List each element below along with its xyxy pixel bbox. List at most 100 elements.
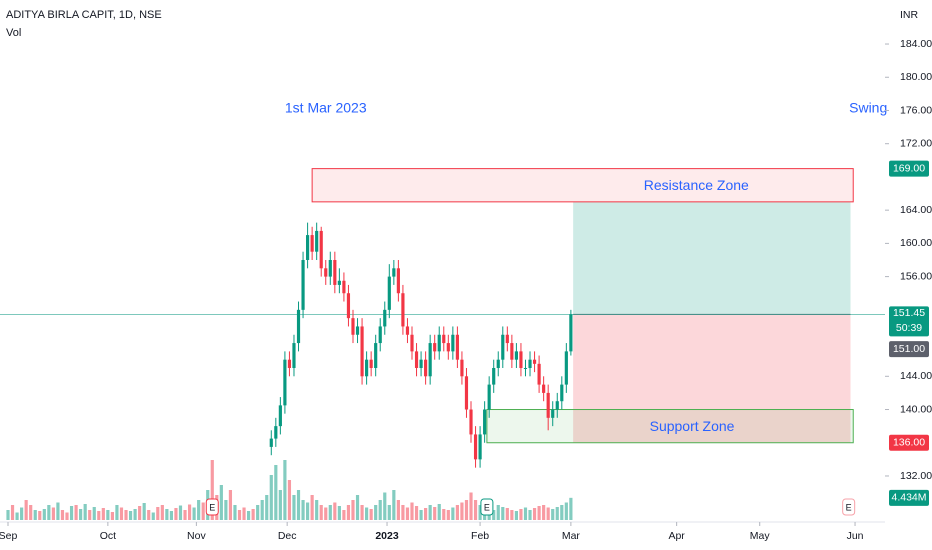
- candle-body: [424, 359, 428, 377]
- volume-bar: [501, 507, 505, 520]
- volume-bar: [555, 507, 559, 520]
- volume-bar: [242, 507, 246, 520]
- volume-bar: [101, 508, 105, 520]
- volume-bar: [29, 505, 33, 520]
- volume-bar: [514, 511, 518, 520]
- y-tick-label: 176.00: [900, 104, 932, 116]
- volume-bar: [156, 507, 160, 520]
- earnings-label: E: [209, 502, 215, 512]
- volume-bar: [33, 510, 37, 520]
- volume-bar: [401, 505, 405, 520]
- candle-body: [342, 280, 346, 294]
- y-tick-label: 132.00: [900, 470, 932, 482]
- candle-body: [374, 343, 378, 368]
- volume-bar: [532, 508, 537, 520]
- volume-bar: [274, 465, 278, 520]
- price-label: 151.00: [893, 343, 925, 355]
- candle-body: [451, 334, 455, 352]
- candle-body: [469, 409, 473, 435]
- volume-bar: [324, 507, 328, 520]
- candle-body: [460, 359, 464, 377]
- volume-bar: [455, 505, 459, 520]
- price-label-box: [889, 160, 929, 177]
- volume-bar: [278, 490, 282, 520]
- candle-body: [523, 367, 528, 369]
- y-tick-label: 172.00: [900, 137, 932, 149]
- volume-bar: [419, 510, 423, 520]
- volume-bar: [128, 511, 133, 520]
- candle-body: [496, 359, 500, 368]
- candle-body: [505, 334, 509, 344]
- volume-bar: [542, 505, 546, 520]
- volume-bar: [51, 507, 55, 520]
- x-tick-label: Sep: [0, 530, 17, 542]
- volume-bar: [365, 507, 369, 520]
- volume-bar: [183, 510, 187, 520]
- candle-body: [387, 276, 391, 310]
- candle-body: [442, 334, 446, 344]
- candle-body: [501, 334, 505, 360]
- volume-bar: [165, 509, 169, 520]
- volume-label: 4.434M: [891, 492, 926, 504]
- zone-label: Support Zone: [650, 418, 735, 434]
- candle-body: [292, 343, 296, 368]
- candle-body: [328, 260, 332, 277]
- x-tick-label: Jun: [847, 530, 864, 542]
- candle-body: [487, 384, 491, 410]
- earnings-marker: [480, 498, 494, 516]
- volume-bar: [20, 507, 24, 520]
- volume-bar: [337, 506, 341, 520]
- candle-body: [346, 293, 351, 319]
- volume-bar: [47, 505, 51, 520]
- volume-bar: [60, 510, 65, 520]
- candle-body: [315, 230, 319, 252]
- volume-bar: [333, 502, 337, 520]
- y-tick-label: 156.00: [900, 270, 932, 282]
- candle-body: [355, 326, 360, 335]
- candle-body: [287, 359, 292, 368]
- volume-bar: [10, 505, 15, 520]
- candle-body: [405, 326, 410, 335]
- candle-body: [510, 343, 514, 360]
- candle-body: [428, 343, 432, 377]
- annotation: 1st Mar 2023: [285, 100, 367, 116]
- volume-bar: [42, 509, 46, 520]
- chart-title: ADITYA BIRLA CAPIT, 1D, NSE: [6, 9, 162, 21]
- volume-bar: [15, 512, 19, 520]
- candle-body: [310, 235, 314, 252]
- candle-body: [478, 434, 482, 460]
- candle-body: [473, 434, 478, 460]
- candle-body: [365, 359, 369, 377]
- volume-bar: [378, 500, 382, 520]
- volume-bar: [505, 508, 509, 520]
- volume-bar: [342, 510, 346, 520]
- candle-body: [532, 359, 537, 364]
- candle-body: [360, 326, 364, 377]
- candle-body: [564, 351, 568, 385]
- candle-body: [455, 334, 459, 360]
- plot-area: Resistance Zone Support Zone 1st Mar 2023 S…: [0, 100, 887, 520]
- volume-bar: [351, 500, 355, 520]
- candle-body: [419, 359, 423, 368]
- candle-body: [537, 363, 541, 385]
- candle-body: [337, 280, 341, 285]
- volume-bar: [110, 512, 114, 520]
- candle-body: [296, 309, 301, 344]
- volume-bar: [69, 506, 74, 520]
- volume-bar: [528, 510, 532, 520]
- countdown: 50:39: [896, 322, 922, 334]
- y-tick-label: 160.00: [900, 237, 932, 249]
- x-tick-label: Feb: [471, 530, 489, 542]
- price-label: 169.00: [893, 162, 925, 174]
- volume-bar: [88, 510, 92, 520]
- volume-bar: [210, 460, 214, 520]
- volume-bar: [292, 495, 296, 520]
- annotation: Swing: [849, 100, 887, 116]
- volume-bar: [106, 510, 110, 520]
- volume-bar: [138, 506, 142, 520]
- volume-bar: [460, 502, 464, 520]
- zone: [311, 168, 854, 203]
- price-label: 136.00: [893, 437, 925, 449]
